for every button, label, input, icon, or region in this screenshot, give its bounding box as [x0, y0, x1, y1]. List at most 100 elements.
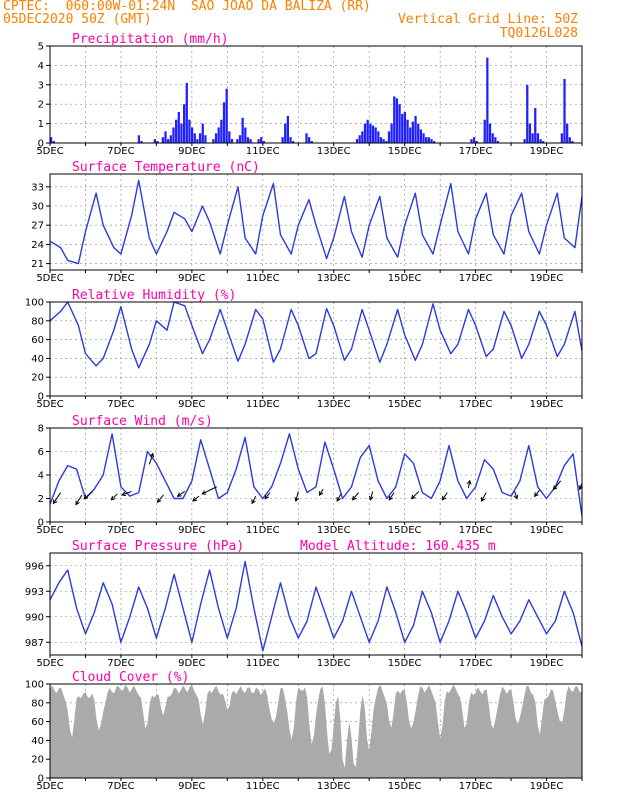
cloud-title: Cloud Cover (%) — [72, 670, 189, 685]
wind-arrow-head — [318, 491, 324, 496]
wind-arrow-head — [156, 498, 162, 503]
precip-bar — [198, 133, 202, 143]
precip-bar — [310, 141, 313, 143]
precip-panel: 0 1 2 3 4 5 5DEC 7DEC 9DEC 11DEC 13DEC 15DEC 17DEC 19… — [36, 32, 583, 157]
x-tick-label: 13DEC — [317, 146, 351, 157]
y-tick-label: 100 — [25, 298, 44, 309]
y-tick-label: 0 — [38, 139, 44, 150]
precip-bar — [531, 133, 534, 143]
y-tick-label: 60 — [31, 717, 44, 728]
x-tick-label: 7DEC — [107, 658, 134, 669]
precip-bar — [483, 119, 486, 143]
y-tick-label: 40 — [31, 354, 44, 365]
precip-bar — [190, 127, 194, 143]
x-tick-label: 17DEC — [459, 273, 493, 284]
precip-bar — [153, 139, 156, 143]
precip-bar — [385, 141, 388, 143]
pres-frame — [49, 552, 583, 656]
x-tick-label: 19DEC — [530, 146, 564, 157]
wind-arrow-head — [441, 495, 447, 501]
wind-arrow-head — [120, 491, 127, 497]
cloud-frame — [49, 683, 583, 779]
precip-bar — [183, 104, 186, 143]
y-tick-label: 40 — [31, 736, 44, 747]
precip-bar — [220, 119, 223, 143]
x-tick-label: 5DEC — [36, 781, 63, 792]
precip-bar — [193, 133, 196, 143]
precip-bar — [164, 131, 167, 143]
pres-panel: 987 990 993 996 5DEC 7DEC 9DEC 11DEC 13DEC 15DEC 1… — [25, 539, 583, 669]
precip-bar — [382, 139, 385, 143]
wind-arrow-head — [83, 494, 89, 500]
wind-arrow-head — [351, 495, 357, 501]
x-tick-label: 15DEC — [388, 525, 422, 536]
precip-bar — [249, 139, 252, 143]
precip-bar — [201, 123, 204, 143]
y-tick-label: 2 — [38, 494, 44, 505]
y-tick-label: 990 — [25, 612, 44, 623]
x-tick-label: 9DEC — [178, 658, 205, 669]
wind-arrow — [75, 494, 83, 505]
precip-bar — [496, 141, 500, 143]
precip-bar — [175, 119, 178, 143]
precip-bar — [212, 139, 215, 143]
y-tick-label: 1 — [38, 119, 44, 130]
wind-arrow — [111, 493, 118, 501]
station-title: CPTEC: 060:00W-01:24N SAO JOAO DA BALIZA… — [3, 0, 371, 14]
run-date: 05DEC2020 50Z (GMT) — [3, 12, 152, 27]
wind-arrow — [295, 491, 299, 502]
y-tick-label: 24 — [31, 240, 44, 251]
x-tick-label: 11DEC — [246, 146, 280, 157]
precip-bar — [377, 131, 380, 143]
x-tick-label: 13DEC — [317, 781, 351, 792]
x-tick-label: 17DEC — [459, 146, 493, 157]
x-tick-label: 9DEC — [178, 399, 205, 410]
precip-bar — [536, 133, 540, 143]
precip-bar — [398, 104, 401, 143]
precip-bar — [425, 137, 428, 143]
x-tick-label: 15DEC — [388, 781, 422, 792]
precip-bar — [494, 137, 497, 143]
rh-frame — [49, 301, 583, 397]
wind-line — [49, 433, 583, 517]
x-tick-label: 5DEC — [36, 146, 63, 157]
precip-bar — [355, 139, 359, 143]
precip-bar — [470, 139, 473, 143]
x-tick-label: 11DEC — [246, 658, 280, 669]
rh-panel: 0 20 40 60 80 100 5DEC 7DEC 9DEC 11DEC 13DEC 15DEC 1… — [25, 288, 583, 410]
y-tick-label: 8 — [38, 424, 44, 435]
wind-arrow-head — [192, 497, 197, 502]
wind-arrow-head — [264, 494, 269, 500]
precip-bar — [167, 139, 170, 143]
precip-bar — [387, 131, 391, 143]
x-tick-label: 19DEC — [530, 273, 564, 284]
precip-bar — [289, 137, 292, 143]
y-tick-label: 987 — [25, 638, 44, 649]
precip-bar — [286, 115, 289, 143]
wind-arrow — [121, 490, 132, 496]
precip-bar — [222, 102, 226, 143]
precip-bar — [281, 137, 284, 143]
precip-bar — [228, 131, 231, 143]
precip-bar — [409, 127, 412, 143]
x-tick-label: 13DEC — [317, 399, 351, 410]
precip-bar — [172, 127, 175, 143]
x-tick-label: 17DEC — [459, 399, 493, 410]
precip-bar — [395, 98, 399, 143]
wind-arrow — [514, 491, 518, 499]
y-tick-label: 4 — [38, 61, 44, 72]
x-tick-label: 11DEC — [246, 399, 280, 410]
x-tick-label: 7DEC — [107, 781, 134, 792]
wind-title: Surface Wind (m/s) — [72, 414, 213, 429]
precip-bar — [236, 139, 239, 143]
precip-bar — [188, 119, 191, 143]
wind-arrow-head — [513, 494, 519, 500]
precip-bar — [180, 123, 183, 143]
x-tick-label: 19DEC — [530, 781, 564, 792]
wind-arrow-head — [294, 497, 299, 503]
precip-bar — [308, 137, 311, 143]
x-tick-label: 9DEC — [178, 525, 205, 536]
wind-arrow — [534, 489, 540, 497]
x-tick-label: 9DEC — [178, 781, 205, 792]
y-tick-label: 80 — [31, 316, 44, 327]
